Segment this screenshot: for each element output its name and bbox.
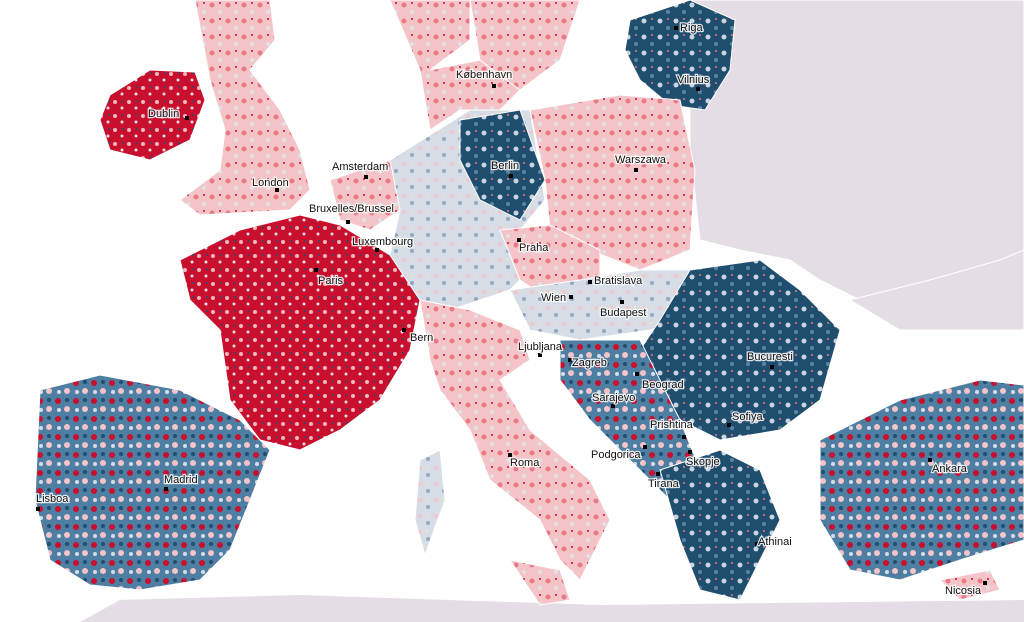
city-label: London <box>252 177 289 189</box>
city-dot <box>569 295 573 299</box>
city-labels: Dublin London Amsterdam Bruxelles/Brussel Lu… <box>35 21 987 598</box>
city-label: Sofiya <box>732 411 763 423</box>
city-dot <box>643 445 647 449</box>
city-label: Praha <box>519 242 549 254</box>
city-dot <box>364 175 368 179</box>
city-dot <box>635 372 639 376</box>
city-dot <box>346 220 350 224</box>
city-dot <box>727 423 731 427</box>
city-label: Sarajevo <box>592 392 635 404</box>
city-label: Vilnius <box>677 74 710 86</box>
city-dot <box>508 453 512 457</box>
city-dot <box>928 458 932 462</box>
city-dot <box>656 472 660 476</box>
city-label: Bratislava <box>594 275 643 287</box>
city-label: Madrid <box>164 474 198 486</box>
regions <box>34 0 1024 606</box>
city-dot <box>611 404 615 408</box>
city-label: Budapest <box>600 307 646 319</box>
city-label: Bruxelles/Brussel <box>309 203 394 215</box>
city-label: Podgorica <box>591 449 641 461</box>
city-label: Roma <box>510 457 540 469</box>
city-label: Skopje <box>686 456 720 468</box>
city-dot <box>375 248 379 252</box>
city-label: Wien <box>541 292 566 304</box>
city-dot <box>674 26 678 30</box>
city-label: Riga <box>680 22 704 34</box>
city-dot <box>185 116 189 120</box>
city-label: Athinai <box>758 536 792 548</box>
city-dot <box>620 300 624 304</box>
city-dot <box>509 174 513 178</box>
city-dot <box>517 238 521 242</box>
city-label: Bern <box>410 332 433 344</box>
city-label: Ankara <box>932 463 968 475</box>
city-dot <box>755 542 759 546</box>
city-dot <box>538 353 542 357</box>
city-dot <box>36 507 40 511</box>
city-label: Beograd <box>642 379 684 391</box>
city-label: Zagreb <box>572 357 607 369</box>
city-label: Dublin <box>148 108 179 120</box>
city-dot <box>164 487 168 491</box>
city-dot <box>588 280 592 284</box>
city-label: Nicosia <box>945 585 982 597</box>
city-dot <box>696 87 700 91</box>
city-dot <box>568 358 572 362</box>
city-dot <box>314 268 318 272</box>
city-dot <box>983 581 987 585</box>
city-label: København <box>456 69 512 81</box>
city-dot <box>275 188 279 192</box>
city-label: Berlin <box>491 160 519 172</box>
city-label: Warszawa <box>615 154 667 166</box>
city-dot <box>634 168 638 172</box>
city-label: Amsterdam <box>332 161 388 173</box>
city-dot <box>402 328 406 332</box>
city-label: Luxembourg <box>352 236 413 248</box>
city-dot <box>770 365 774 369</box>
city-label: Ljubljana <box>518 341 563 353</box>
city-label: Paris <box>318 275 344 287</box>
city-dot <box>688 450 692 454</box>
city-dot <box>492 84 496 88</box>
city-label: Prishtina <box>650 419 694 431</box>
city-dot <box>682 435 686 439</box>
city-label: Tirana <box>648 478 680 490</box>
city-label: Bucuresti <box>747 351 793 363</box>
city-label: Lisboa <box>36 493 69 505</box>
